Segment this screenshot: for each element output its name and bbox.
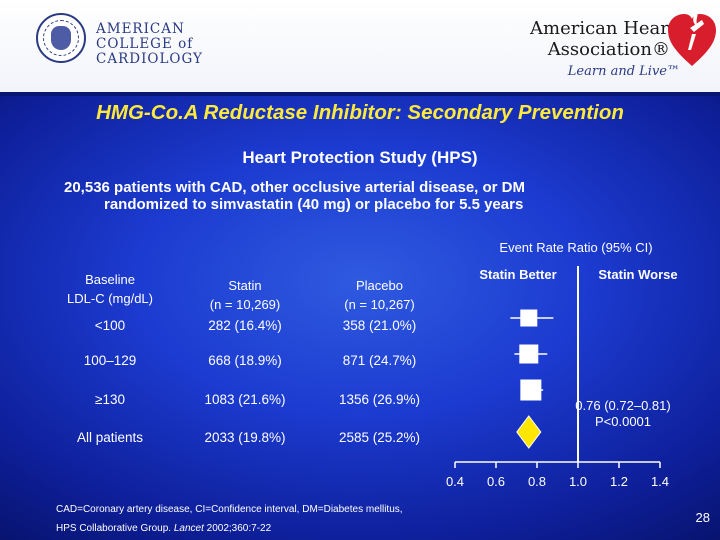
study-name: Heart Protection Study (HPS)	[242, 148, 478, 167]
point-estimate-square	[519, 344, 539, 364]
row-label-all-patients: All patients	[76, 430, 144, 445]
row-label-ldl-130-plus: ≥130	[95, 392, 125, 407]
row-label-ldl-under-100: <100	[94, 318, 126, 333]
summary-diamond	[516, 415, 542, 449]
citation-journal: Lancet	[173, 523, 204, 534]
aha-line-2: Association®	[547, 39, 670, 60]
placebo-cell-all-patients: 2585 (25.2%)	[338, 430, 421, 445]
footnote: CAD=Coronary artery disease, CI=Confiden…	[56, 500, 516, 538]
acc-line-2: COLLEGE of	[96, 36, 194, 52]
x-tick-label: 0.6	[487, 474, 505, 489]
placebo-cell-ldl-130-plus: 1356 (26.9%)	[338, 392, 421, 407]
column-header-statin: Statin (n = 10,269)	[190, 276, 300, 314]
footnote-line-1: CAD=Coronary artery disease, CI=Confiden…	[56, 504, 403, 515]
statin-cell-ldl-100-129: 668 (18.9%)	[208, 353, 282, 368]
aha-line-1: American Heart	[530, 18, 677, 39]
citation-authors: HPS Collaborative Group.	[56, 523, 174, 534]
acc-wordmark: AMERICAN COLLEGE of CARDIOLOGY	[96, 22, 236, 67]
footnote-line-2: HPS Collaborative Group. Lancet 2002;360…	[56, 519, 516, 538]
acc-line-3: CARDIOLOGY	[96, 51, 203, 67]
heart-torch-icon	[668, 10, 716, 66]
row-label-ldl-100-129: 100–129	[83, 353, 137, 368]
description-line-1: 20,536 patients with CAD, other occlusiv…	[64, 179, 525, 196]
placebo-cell-ldl-under-100: 358 (21.0%)	[342, 318, 417, 333]
summary-ratio-text: 0.76 (0.72–0.81)	[575, 398, 671, 413]
x-tick-label: 1.2	[610, 474, 628, 489]
column-header-baseline: Baseline LDL-C (mg/dL)	[50, 270, 170, 308]
column-header-line: (n = 10,269)	[209, 297, 281, 312]
point-estimate-square	[520, 309, 538, 327]
aha-wordmark: American Heart Association®	[530, 18, 677, 60]
x-tick-label: 1.4	[651, 474, 669, 489]
description-line-2: randomized to simvastatin (40 mg) or pla…	[104, 196, 524, 213]
statin-worse-label: Statin Worse	[598, 267, 677, 282]
x-tick-label: 0.4	[446, 474, 464, 489]
citation-reference: 2002;360:7-22	[203, 523, 272, 534]
statin-cell-ldl-under-100: 282 (16.4%)	[208, 318, 282, 333]
acc-line-1: AMERICAN	[96, 21, 185, 37]
column-header-line: (n = 10,267)	[344, 297, 415, 312]
header-divider	[0, 92, 720, 96]
chart-title: Event Rate Ratio (95% CI)	[499, 240, 652, 255]
slide-title: HMG-Co.A Reductase Inhibitor: Secondary …	[96, 101, 624, 124]
column-header-line: LDL-C (mg/dL)	[67, 291, 153, 306]
header-band	[0, 0, 720, 94]
acc-seal-ring	[43, 20, 79, 56]
x-tick-label: 1.0	[569, 474, 587, 489]
column-header-line: Statin	[228, 278, 262, 293]
statin-better-label: Statin Better	[479, 267, 556, 282]
aha-tagline: Learn and Live™	[567, 64, 680, 79]
p-value-text: P<0.0001	[594, 414, 652, 429]
column-header-line: Baseline	[85, 272, 135, 287]
statin-cell-ldl-130-plus: 1083 (21.6%)	[204, 392, 286, 407]
study-description: 20,536 patients with CAD, other occlusiv…	[0, 179, 720, 213]
placebo-cell-ldl-100-129: 871 (24.7%)	[342, 353, 417, 368]
summary-estimate: 0.76 (0.72–0.81) P<0.0001	[548, 398, 698, 430]
column-header-line: Placebo	[356, 278, 403, 293]
acc-seal-heart	[51, 26, 71, 50]
acc-seal-logo	[36, 13, 86, 63]
page-number: 28	[695, 510, 710, 525]
column-header-placebo: Placebo (n = 10,267)	[322, 276, 437, 314]
point-estimate-square	[520, 379, 542, 401]
statin-cell-all-patients: 2033 (19.8%)	[204, 430, 286, 445]
x-tick-label: 0.8	[528, 474, 546, 489]
